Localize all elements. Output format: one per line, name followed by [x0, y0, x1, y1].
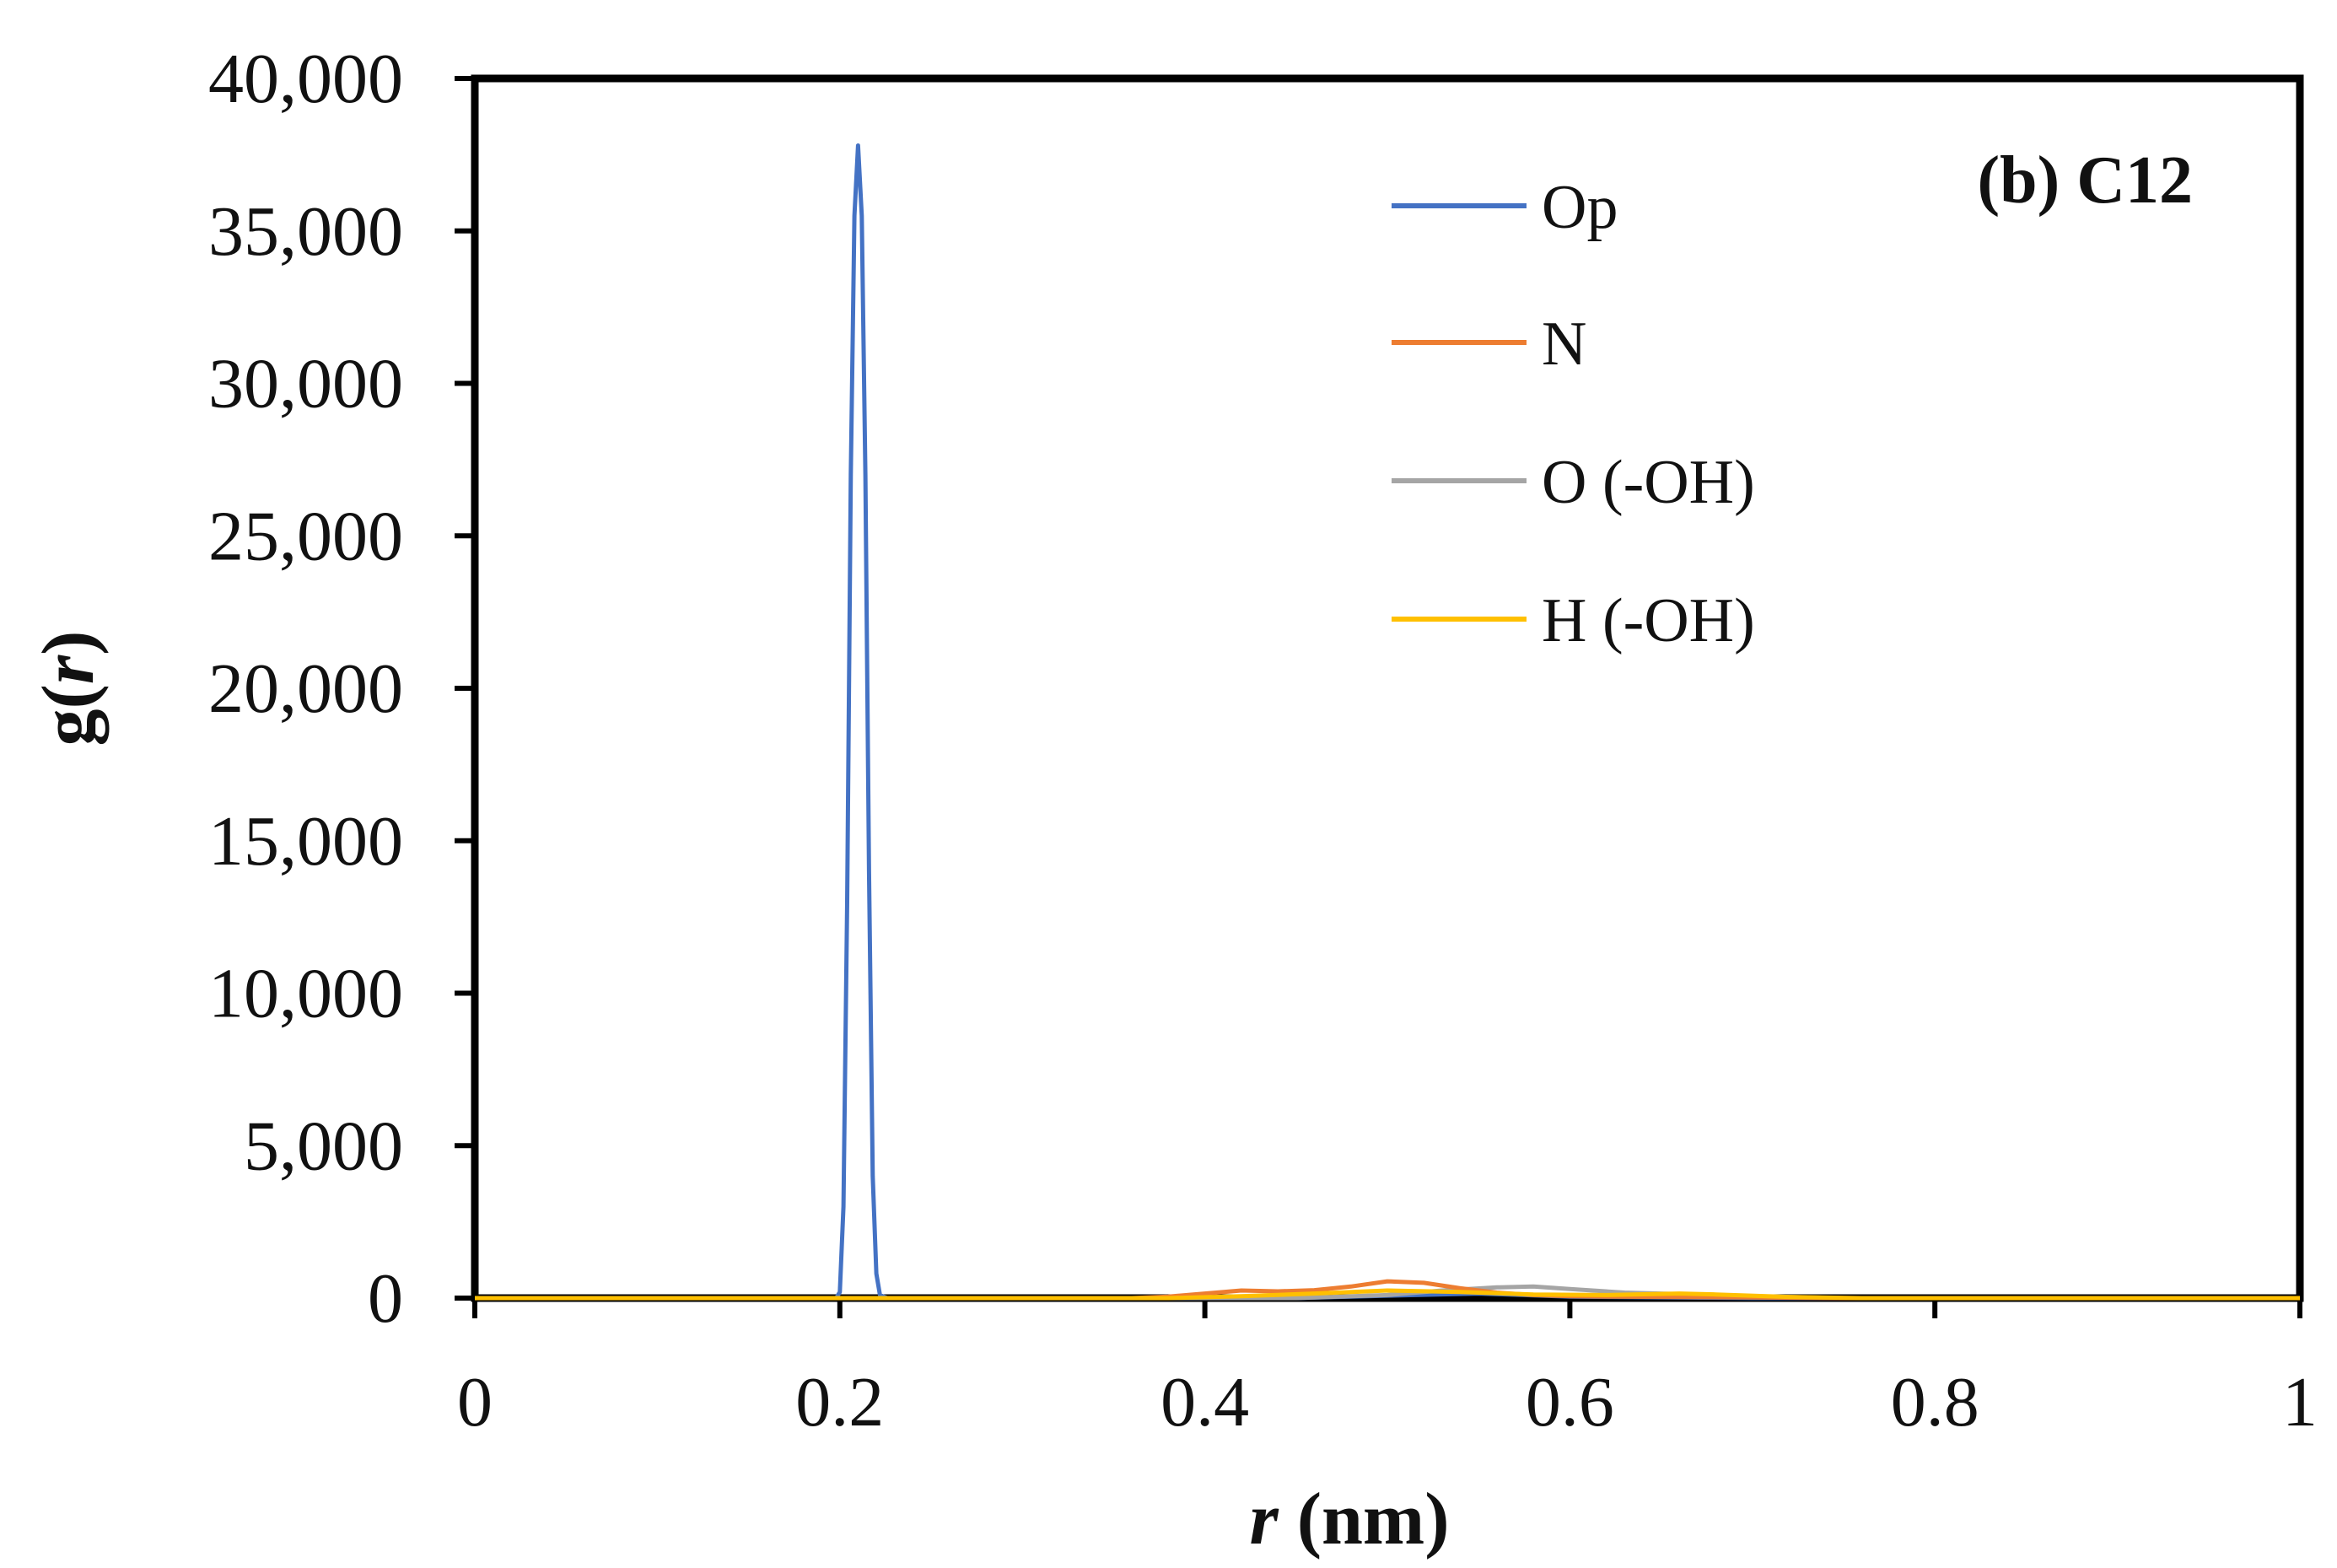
series-line-1 [475, 1279, 2300, 1301]
series-line-3 [475, 1288, 2300, 1301]
y-tick-label: 10,000 [208, 955, 403, 1033]
legend: Op N O (-OH) H (-OH) [1392, 173, 1755, 655]
x-tick-label: 0 [457, 1363, 493, 1441]
x-axis-variable: r [1249, 1479, 1279, 1560]
x-tick-label: 0.6 [1526, 1363, 1614, 1441]
legend-label: H (-OH) [1542, 586, 1755, 655]
series-line-0 [475, 143, 2300, 1301]
legend-label: O (-OH) [1542, 448, 1755, 517]
y-axis-ticks: 0 5,000 10,000 15,000 20,000 25,000 30,000 35,0… [208, 40, 475, 1338]
x-tick-label: 0.4 [1160, 1363, 1249, 1441]
y-tick-label: 35,000 [208, 192, 403, 271]
y-axis-prefix: g( [28, 684, 110, 746]
x-tick-label: 0.2 [795, 1363, 884, 1441]
legend-label: N [1542, 310, 1586, 379]
legend-label: Op [1542, 173, 1618, 242]
y-tick-label: 20,000 [208, 649, 403, 728]
series-lines [475, 143, 2300, 1301]
plot-frame [471, 74, 2304, 1302]
x-tick-label: 1 [2282, 1363, 2318, 1441]
panel-label: (b) C12 [1977, 143, 2193, 218]
x-axis-title: r (nm) [1249, 1479, 1449, 1560]
y-tick-label: 15,000 [208, 802, 403, 881]
x-tick-label: 0.8 [1891, 1363, 1979, 1441]
y-tick-label: 40,000 [208, 40, 403, 118]
y-axis-title: g(r) [28, 631, 110, 746]
y-tick-label: 30,000 [208, 345, 403, 423]
y-tick-label: 0 [368, 1259, 403, 1338]
x-axis-ticks: 0 0.2 0.4 0.6 0.8 1 [457, 1298, 2318, 1441]
x-axis-unit: (nm) [1297, 1479, 1450, 1560]
y-tick-label: 25,000 [208, 497, 403, 575]
y-tick-label: 5,000 [244, 1107, 403, 1185]
y-axis-variable: r [28, 655, 110, 684]
y-axis-suffix: ) [28, 631, 110, 655]
